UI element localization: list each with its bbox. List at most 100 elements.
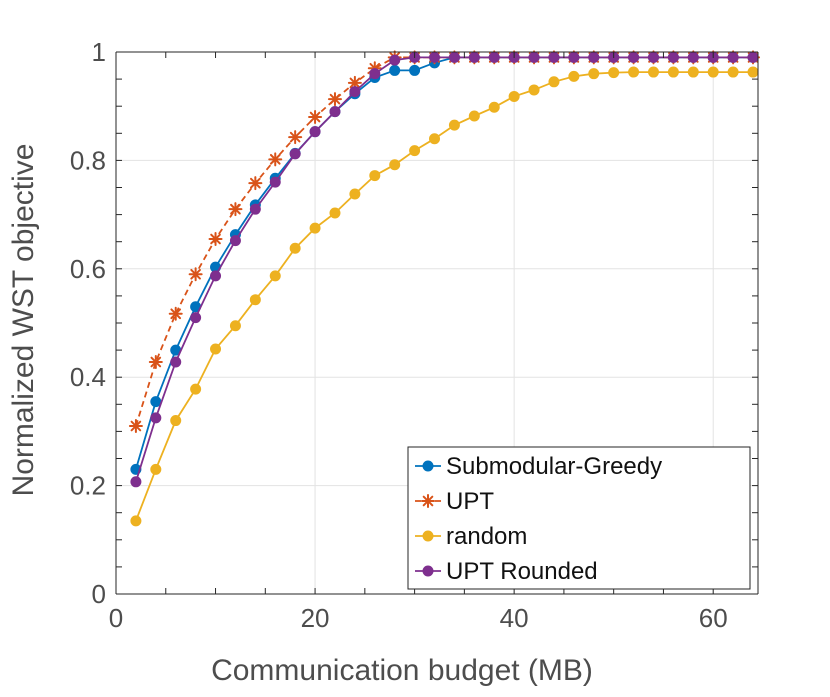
data-point <box>308 110 323 125</box>
data-point <box>228 202 243 217</box>
x-tick-label: 40 <box>500 603 529 633</box>
asterisk-stroke <box>269 153 281 165</box>
data-point <box>269 176 281 188</box>
data-point <box>488 51 500 63</box>
legend-box <box>407 446 751 590</box>
x-tick-label: 60 <box>699 603 728 633</box>
data-point <box>188 267 203 282</box>
data-point <box>309 126 321 138</box>
data-point <box>210 343 222 355</box>
data-point <box>327 92 342 107</box>
y-tick-label: 0.4 <box>70 362 106 392</box>
data-point <box>687 66 699 78</box>
data-point <box>548 51 560 63</box>
x-axis-title: Communication budget (MB) <box>211 654 593 687</box>
data-point <box>289 148 301 160</box>
asterisk-stroke <box>150 356 162 368</box>
data-point <box>150 396 162 408</box>
legend-marker <box>422 530 434 542</box>
legend-marker <box>422 460 434 472</box>
data-point <box>508 90 520 102</box>
data-point <box>329 106 341 118</box>
axes <box>115 51 759 595</box>
data-point <box>687 51 699 63</box>
asterisk-stroke <box>349 77 361 89</box>
x-tick-label: 20 <box>301 603 330 633</box>
asterisk-stroke <box>422 495 434 507</box>
series-random <box>130 66 759 527</box>
data-point <box>448 51 460 63</box>
data-point <box>448 119 460 131</box>
data-point <box>389 64 401 76</box>
data-point <box>369 170 381 182</box>
data-point <box>667 51 679 63</box>
y-tick-label: 0 <box>92 579 106 609</box>
data-point <box>429 133 441 145</box>
y-tick-label: 0.8 <box>70 145 106 175</box>
data-point <box>249 294 261 306</box>
data-point <box>329 207 341 219</box>
legend-label: random <box>446 523 527 550</box>
asterisk-stroke <box>230 203 241 215</box>
asterisk-stroke <box>250 177 261 189</box>
series-upt-rounded <box>130 51 759 488</box>
legend-marker <box>421 494 435 508</box>
asterisk-stroke <box>309 111 321 123</box>
data-point <box>488 101 500 113</box>
legend-entry: UPT <box>415 488 494 515</box>
legend-label: UPT Rounded <box>446 558 598 585</box>
asterisk-stroke <box>210 233 221 245</box>
data-point <box>268 152 283 167</box>
data-point <box>148 355 163 370</box>
tick-labels: 0 20 40 60 0 0.2 0.4 0.6 0.8 1 <box>70 37 728 633</box>
data-point <box>727 51 739 63</box>
data-point <box>389 54 401 66</box>
data-point <box>468 110 480 122</box>
data-point <box>208 231 223 246</box>
data-point <box>170 356 182 368</box>
data-point <box>608 67 620 79</box>
data-point <box>269 270 281 282</box>
data-point <box>309 222 321 234</box>
x-tick-label: 0 <box>109 603 123 633</box>
data-point <box>229 320 241 332</box>
data-point <box>210 270 222 282</box>
data-point <box>229 235 241 247</box>
data-point <box>170 415 182 427</box>
data-point <box>190 383 202 395</box>
y-tick-label: 0.2 <box>70 471 106 501</box>
data-point <box>128 418 143 433</box>
legend-label: UPT <box>446 488 494 515</box>
data-point <box>369 68 381 80</box>
asterisk-stroke <box>190 268 201 280</box>
data-point <box>409 145 421 157</box>
data-point <box>468 51 480 63</box>
data-point <box>628 66 640 78</box>
data-point <box>528 51 540 63</box>
legend-entry: Submodular-Greedy <box>415 453 662 480</box>
data-point <box>588 68 600 80</box>
y-axis-title: Normalized WST objective <box>7 144 40 497</box>
data-point <box>429 51 441 63</box>
data-point <box>727 66 739 78</box>
data-point <box>628 51 640 63</box>
data-point <box>249 203 261 215</box>
legend: Submodular-Greedy UPT random UPT Rounded <box>407 446 751 590</box>
asterisk-stroke <box>170 308 182 320</box>
series-layer <box>128 50 761 527</box>
data-point <box>409 64 421 76</box>
asterisk-stroke <box>329 93 341 105</box>
legend-entry: UPT Rounded <box>415 558 598 585</box>
asterisk-stroke <box>130 420 142 432</box>
data-point <box>568 70 580 82</box>
data-point <box>150 463 162 475</box>
data-point <box>647 66 659 78</box>
legend-marker <box>422 565 434 577</box>
data-point <box>248 176 263 191</box>
data-point <box>667 66 679 78</box>
legend-entry: random <box>415 523 527 550</box>
data-point <box>168 306 183 321</box>
data-point <box>528 84 540 96</box>
